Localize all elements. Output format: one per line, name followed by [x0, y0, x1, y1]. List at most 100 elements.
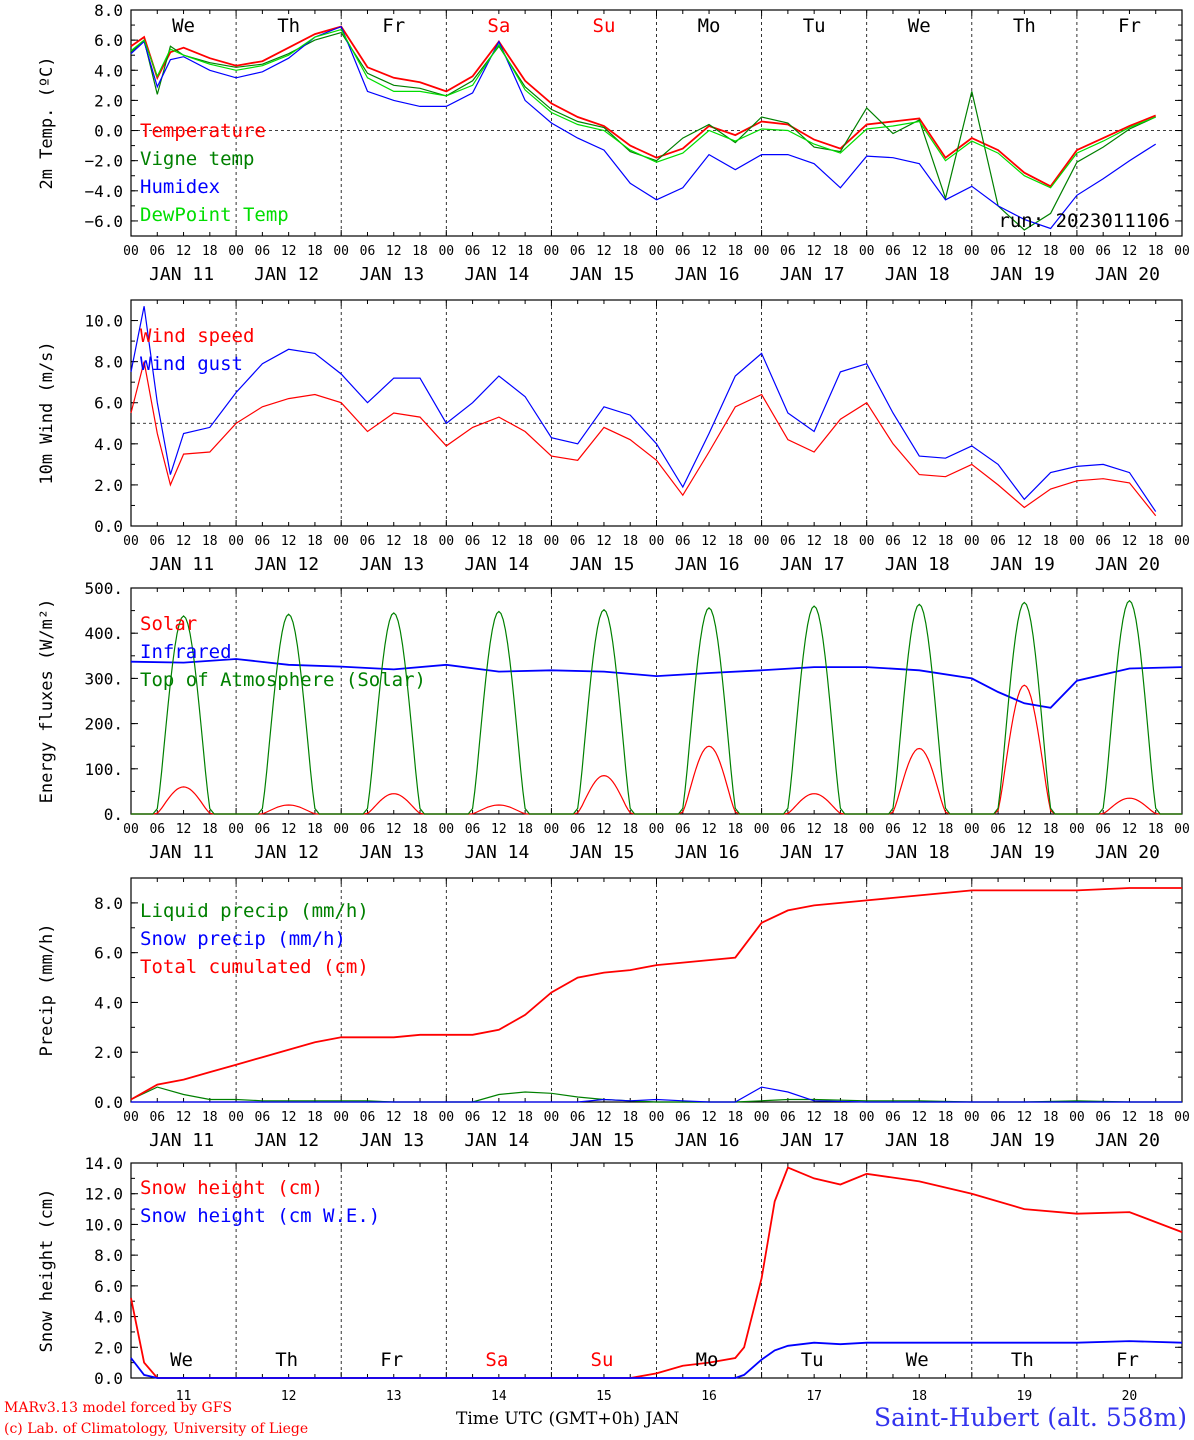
- y-tick-label: −4.0: [84, 182, 123, 201]
- x-date-label: JAN 16: [675, 842, 740, 863]
- series-line: [130, 1086, 1182, 1103]
- x-hour-label: 12: [701, 244, 717, 259]
- day-name: Th: [277, 15, 300, 37]
- day-name: Su: [591, 1349, 614, 1371]
- x-hour-label: 06: [255, 822, 271, 837]
- x-hour-label: 06: [990, 244, 1006, 259]
- legend-entry: Liquid precip (mm/h): [140, 900, 369, 922]
- x-hour-label: 00: [544, 534, 560, 549]
- y-tick-label: −2.0: [84, 152, 123, 171]
- x-hour-label: 12: [701, 1110, 717, 1125]
- x-date-label: JAN 11: [149, 842, 214, 863]
- x-date-label: JAN 19: [990, 842, 1055, 863]
- x-hour-label: 06: [360, 1110, 376, 1125]
- x-date-label: JAN 14: [464, 842, 529, 863]
- x-hour-label: 12: [911, 1110, 927, 1125]
- bottom-date-label: 14: [491, 1389, 507, 1404]
- x-hour-label: 12: [806, 1110, 822, 1125]
- x-hour-label: 06: [990, 1110, 1006, 1125]
- x-hour-label: 18: [517, 244, 533, 259]
- x-hour-label: 12: [176, 534, 192, 549]
- y-tick-label: 0.0: [94, 517, 123, 536]
- x-hour-label: 00: [1174, 534, 1190, 549]
- x-date-label: JAN 16: [675, 1130, 740, 1151]
- legend-entry: Humidex: [140, 176, 220, 198]
- x-date-label: JAN 15: [569, 842, 634, 863]
- bottom-date-label: 17: [806, 1389, 822, 1404]
- x-hour-label: 06: [675, 822, 691, 837]
- x-hour-label: 00: [1174, 244, 1190, 259]
- x-hour-label: 00: [649, 1110, 665, 1125]
- x-hour-label: 00: [544, 822, 560, 837]
- x-hour-label: 00: [1069, 822, 1085, 837]
- x-hour-label: 06: [149, 822, 165, 837]
- x-date-label: JAN 14: [464, 264, 529, 285]
- y-axis-label: Snow height (cm): [37, 1189, 57, 1353]
- x-date-label: JAN 13: [359, 1130, 424, 1151]
- x-hour-label: 18: [1043, 822, 1059, 837]
- x-hour-label: 12: [596, 244, 612, 259]
- x-hour-label: 18: [517, 1110, 533, 1125]
- y-tick-label: 0.: [104, 805, 123, 824]
- x-hour-label: 12: [281, 244, 297, 259]
- x-date-label: JAN 17: [780, 1130, 845, 1151]
- x-date-label: JAN 13: [359, 264, 424, 285]
- x-hour-label: 00: [754, 244, 770, 259]
- footer-credit: (c) Lab. of Climatology, University of L…: [4, 1421, 308, 1437]
- x-hour-label: 06: [885, 822, 901, 837]
- x-hour-label: 06: [255, 534, 271, 549]
- day-name: Fr: [1116, 1349, 1139, 1371]
- x-hour-label: 00: [964, 244, 980, 259]
- x-hour-label: 18: [727, 1110, 743, 1125]
- x-hour-label: 06: [149, 244, 165, 259]
- legend-entry: Snow height (cm W.E.): [140, 1205, 380, 1227]
- x-date-label: JAN 14: [464, 1130, 529, 1151]
- legend-entry: Vigne temp: [140, 148, 254, 170]
- x-hour-label: 18: [833, 1110, 849, 1125]
- series-line: [130, 306, 1157, 512]
- x-hour-label: 18: [727, 244, 743, 259]
- x-hour-label: 00: [438, 534, 454, 549]
- x-hour-label: 12: [386, 1110, 402, 1125]
- y-tick-label: −6.0: [84, 212, 123, 231]
- footer-model: MARv3.13 model forced by GFS: [4, 1400, 232, 1416]
- x-hour-label: 06: [780, 822, 796, 837]
- x-hour-label: 06: [885, 1110, 901, 1125]
- y-tick-label: 4.0: [94, 61, 123, 80]
- run-annotation: run: 2023011106: [998, 210, 1170, 232]
- x-date-label: JAN 12: [254, 1130, 319, 1151]
- x-hour-label: 18: [307, 244, 323, 259]
- x-hour-label: 18: [202, 1110, 218, 1125]
- x-hour-label: 18: [202, 822, 218, 837]
- y-tick-label: 0.0: [94, 1369, 123, 1388]
- legend-entry: Infrared: [140, 641, 232, 663]
- x-hour-label: 18: [307, 534, 323, 549]
- y-tick-label: 8.0: [94, 1, 123, 20]
- x-hour-label: 00: [438, 822, 454, 837]
- x-date-label: JAN 16: [675, 554, 740, 575]
- x-hour-label: 18: [1043, 534, 1059, 549]
- x-date-label: JAN 15: [569, 554, 634, 575]
- x-hour-label: 06: [885, 244, 901, 259]
- x-date-label: JAN 17: [780, 554, 845, 575]
- x-hour-label: 12: [806, 822, 822, 837]
- x-hour-label: 06: [570, 244, 586, 259]
- x-hour-label: 18: [412, 1110, 428, 1125]
- bottom-date-label: 15: [596, 1389, 612, 1404]
- legend-entry: Snow height (cm): [140, 1177, 323, 1199]
- x-date-label: JAN 17: [780, 842, 845, 863]
- y-tick-label: 100.: [84, 760, 123, 779]
- y-tick-label: 2.0: [94, 91, 123, 110]
- day-name: Tu: [803, 15, 826, 37]
- x-hour-label: 12: [176, 1110, 192, 1125]
- x-hour-label: 06: [360, 244, 376, 259]
- x-hour-label: 06: [1095, 1110, 1111, 1125]
- x-hour-label: 12: [1122, 822, 1138, 837]
- x-date-label: JAN 19: [990, 554, 1055, 575]
- bottom-date-label: 20: [1122, 1389, 1138, 1404]
- day-name: Su: [593, 15, 616, 37]
- x-date-label: JAN 14: [464, 554, 529, 575]
- x-hour-label: 06: [255, 244, 271, 259]
- x-hour-label: 06: [885, 534, 901, 549]
- x-hour-label: 18: [622, 244, 638, 259]
